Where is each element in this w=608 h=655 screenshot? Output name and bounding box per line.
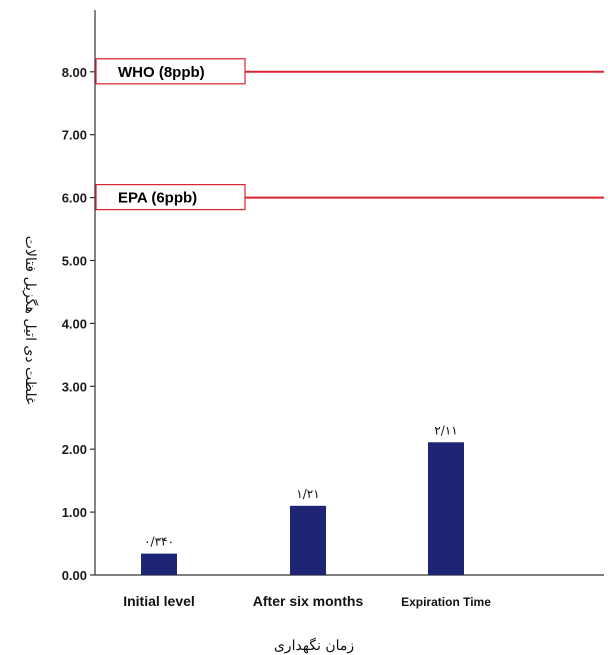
- y-axis-title: غلظت دی اتیل هگزیل فتالات: [22, 236, 39, 404]
- data-label: ۱/۲۱: [296, 487, 319, 501]
- reference-label-box: [95, 184, 246, 211]
- y-tick-label: 0.00: [62, 568, 87, 583]
- reference-label: EPA (6ppb): [118, 190, 197, 207]
- y-tick-label: 8.00: [62, 65, 87, 80]
- bar: [141, 553, 177, 575]
- y-tick-label: 5.00: [62, 254, 87, 269]
- bars: ۰/۳۴۰ Initial level ۱/۲۱ After six months ۲/…: [123, 423, 491, 609]
- y-tick-label: 1.00: [62, 505, 87, 520]
- x-tick-label: Expiration Time: [401, 595, 491, 609]
- x-tick-label: Initial level: [123, 593, 195, 609]
- y-tick-label: 2.00: [62, 442, 87, 457]
- reference-label-box: [95, 58, 246, 85]
- x-axis-title: زمان نگهداری: [274, 637, 354, 654]
- y-tick-label: 7.00: [62, 128, 87, 143]
- x-tick-label: After six months: [253, 593, 364, 609]
- bar: [428, 442, 464, 575]
- reference-lines: WHO (8ppb) EPA (6ppb): [95, 58, 604, 211]
- bar: [290, 505, 326, 575]
- y-tick-label: 4.00: [62, 316, 87, 331]
- data-label: ۲/۱۱: [434, 423, 457, 437]
- axes: 0.00 1.00 2.00 3.00 4.00 5.00 6.00 7.00 8.00: [62, 10, 604, 583]
- data-label: ۰/۳۴۰: [144, 535, 174, 549]
- y-tick-label: 6.00: [62, 191, 87, 206]
- y-tick-label: 3.00: [62, 379, 87, 394]
- reference-label: WHO (8ppb): [118, 64, 205, 81]
